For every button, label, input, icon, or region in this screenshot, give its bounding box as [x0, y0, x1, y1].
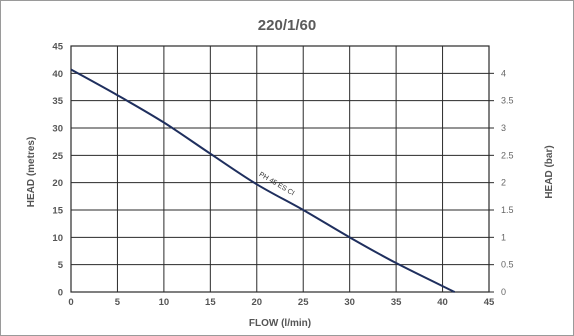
- y2-tick-label: 2.5: [501, 150, 514, 160]
- y2-tick-label: 2: [501, 178, 506, 188]
- ticks: 0 5 10 15 20 25 30 35 40 45 0 5 10 15 20 25 30 35 40 45 0 0.5…: [52, 42, 513, 309]
- chart-title: 220/1/60: [258, 17, 316, 34]
- y-tick-label: 5: [58, 260, 64, 271]
- grid: [70, 45, 490, 293]
- x-tick-label: 0: [68, 297, 73, 308]
- y2-tick-label: 4: [501, 68, 506, 78]
- y-axis-label-left: HEAD (metres): [26, 137, 37, 208]
- y-tick-label: 10: [52, 233, 63, 244]
- y2-tick-label: 0: [501, 287, 506, 297]
- y-tick-label: 20: [52, 178, 63, 189]
- x-tick-label: 15: [205, 297, 216, 308]
- x-tick-label: 30: [344, 297, 355, 308]
- series-line: [70, 68, 456, 293]
- x-tick-label: 20: [251, 297, 262, 308]
- y2-tick-label: 1: [501, 232, 506, 242]
- y-tick-label: 40: [52, 69, 63, 80]
- y-axis-label-right: HEAD (bar): [544, 145, 555, 198]
- y-tick-label: 45: [52, 42, 63, 53]
- x-tick-label: 45: [484, 297, 495, 308]
- y-tick-label: 25: [52, 151, 63, 162]
- y-tick-label: 0: [58, 288, 63, 299]
- y2-tick-label: 3: [501, 123, 506, 133]
- plot-area: [70, 45, 490, 293]
- y-tick-label: 30: [52, 124, 63, 135]
- x-axis-label: FLOW (l/min): [249, 318, 311, 329]
- y2-tick-label: 0.5: [501, 260, 514, 270]
- x-tick-label: 40: [437, 297, 448, 308]
- y2-tick-label: 3.5: [501, 96, 514, 106]
- y2-tick-label: 1.5: [501, 205, 514, 215]
- x-tick-label: 5: [115, 297, 121, 308]
- y-tick-label: 35: [52, 96, 63, 107]
- y-tick-label: 15: [52, 206, 63, 217]
- x-tick-label: 10: [159, 297, 170, 308]
- x-tick-label: 25: [298, 297, 309, 308]
- x-tick-label: 35: [391, 297, 402, 308]
